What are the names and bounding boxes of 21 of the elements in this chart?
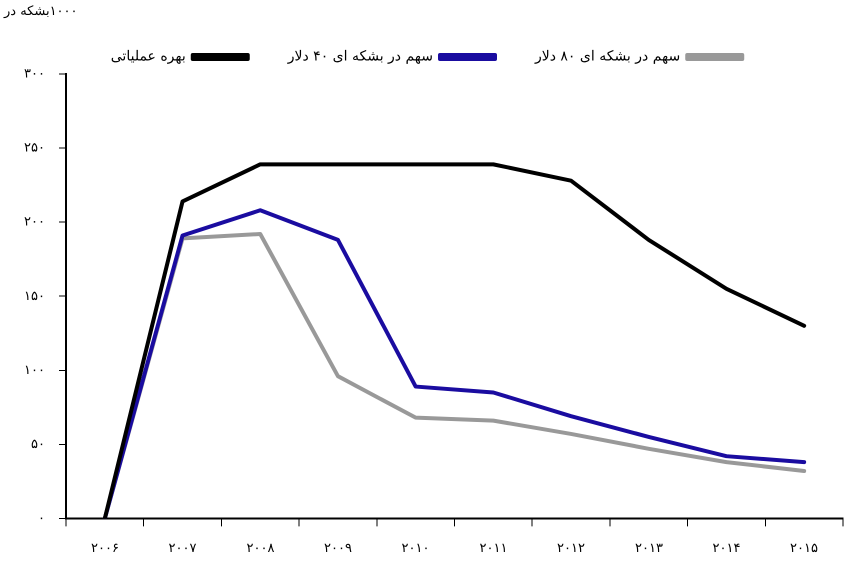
y-tick-label: ۱۵۰ (24, 288, 45, 303)
x-tick-label: ۲۰۰۹ (324, 540, 352, 555)
x-tick-label: ۲۰۱۰ (402, 540, 430, 555)
legend-label: بهره عملیاتی (110, 48, 186, 65)
x-tick-label: ۲۰۰۶ (90, 540, 119, 555)
y-tick-label: ۱۰۰ (24, 362, 45, 377)
legend-label: سهم در بشکه ای ۸۰ دلار (534, 48, 680, 65)
x-tick-label: ۲۰۱۳ (634, 540, 663, 555)
y-tick-label: ۳۰۰ (24, 66, 45, 81)
x-tick-label: ۲۰۱۱ (479, 540, 508, 555)
y-tick-label: ۵۰ (31, 436, 45, 451)
y-tick-label: ۲۵۰ (24, 140, 45, 155)
y-tick-label: ۰ (38, 510, 45, 525)
x-tick-label: ۲۰۱۲ (557, 540, 586, 555)
y-tick-label: ۲۰۰ (24, 214, 45, 229)
x-tick-label: ۲۰۱۵ (790, 540, 818, 555)
y-axis-title: ۱۰۰۰بشکه در (4, 4, 78, 19)
x-tick-label: ۲۰۱۴ (712, 540, 740, 555)
legend-label: سهم در بشکه ای ۴۰ دلار (286, 48, 433, 65)
x-tick-label: ۲۰۰۸ (246, 540, 274, 555)
x-tick-label: ۲۰۰۷ (168, 540, 197, 555)
